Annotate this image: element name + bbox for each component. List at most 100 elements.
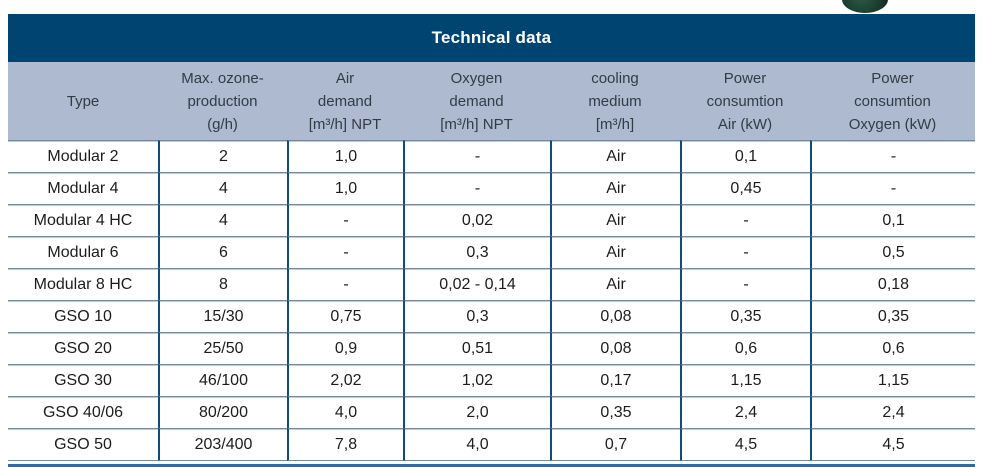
table-cell: - (287, 268, 403, 300)
table-cell: 2,4 (810, 396, 975, 428)
table-cell: - (403, 140, 550, 172)
table-cell: 7,8 (287, 428, 403, 461)
table-cell: Air (550, 140, 680, 172)
table-cell: 0,5 (810, 236, 975, 268)
table-cell: Air (550, 204, 680, 236)
table-row: Modular 6 6-0,3 Air -0,5 (8, 236, 975, 268)
table-cell: 0,1 (810, 204, 975, 236)
table-cell: 8 (158, 268, 287, 300)
table-row: GSO 10 15/30 0,75 0,3 0,08 0,35 0,35 (8, 300, 975, 332)
table-cell: Modular 4 (8, 172, 158, 204)
table-cell: 1,0 (287, 140, 403, 172)
table-cell: 0,35 (810, 300, 975, 332)
table-cell: 4 (158, 204, 287, 236)
table-cell: 0,7 (550, 428, 680, 461)
header-cell-line: medium (588, 92, 642, 110)
header-cell-line: Oxygen (kW) (848, 115, 937, 133)
table-row: GSO 40/06 80/200 4,0 2,0 0,35 2,4 2,4 (8, 396, 975, 428)
table-cell: 4,5 (810, 428, 975, 461)
table-cell: 4 (158, 172, 287, 204)
table-cell: - (287, 236, 403, 268)
table-cell: GSO 30 (8, 364, 158, 396)
header-cell: Power consumtion Oxygen (kW) (810, 62, 975, 140)
header-cell-line: Power (871, 69, 914, 87)
table-row: GSO 20 25/50 0,9 0,51 0,08 0,6 0,6 (8, 332, 975, 364)
table-cell: GSO 20 (8, 332, 158, 364)
table-cell: 0,45 (680, 172, 810, 204)
table-title-bar: Technical data (8, 14, 975, 62)
table-cell: 6 (158, 236, 287, 268)
table-cell: 80/200 (158, 396, 287, 428)
header-cell-line: Oxygen (450, 69, 503, 87)
header-cell-line: Air (kW) (717, 115, 773, 133)
header-cell: Air demand [m³/h] NPT (287, 62, 403, 140)
table-cell: Air (550, 268, 680, 300)
table-row: GSO 50 203/400 7,8 4,0 0,7 4,5 4,5 (8, 428, 975, 461)
table-cell: 4,5 (680, 428, 810, 461)
table-cell: - (810, 172, 975, 204)
table-row: Modular 4 HC 4-0,02 Air -0,1 (8, 204, 975, 236)
table-cell: 0,6 (680, 332, 810, 364)
table-cell: 2 (158, 140, 287, 172)
table-cell: - (287, 204, 403, 236)
header-cell: Max. ozone-production (g/h) (158, 62, 287, 140)
table-title: Technical data (431, 28, 552, 47)
header-cell-line: consumtion (854, 92, 931, 110)
header-cell-line: [m³/h] NPT (440, 115, 513, 133)
header-cell: Type (8, 62, 158, 140)
header-cell-line: demand (317, 92, 373, 110)
table-cell: 4,0 (403, 428, 550, 461)
table-cell: - (680, 236, 810, 268)
table-cell: 1,02 (403, 364, 550, 396)
table-row: Modular 4 4 1,0- Air 0,45- (8, 172, 975, 204)
header-cell-line: consumtion (706, 92, 784, 110)
table-cell: Air (550, 236, 680, 268)
table-cell: 25/50 (158, 332, 287, 364)
table-cell: 0,1 (680, 140, 810, 172)
table-cell: GSO 40/06 (8, 396, 158, 428)
table-cell: 0,17 (550, 364, 680, 396)
table-cell: 0,9 (287, 332, 403, 364)
header-cell-line: production (187, 92, 258, 110)
table-cell: 0,75 (287, 300, 403, 332)
header-cell: cooling medium [m³/h] (550, 62, 680, 140)
technical-data-table: Type Max. ozone-production (g/h) Air demand [… (8, 62, 975, 461)
header-cell-line: [m³/h] NPT (308, 115, 382, 133)
table-cell: 0,35 (550, 396, 680, 428)
table-cell: 46/100 (158, 364, 287, 396)
table-cell: 203/400 (158, 428, 287, 461)
table-row: Modular 2 2 1,0- Air 0,1- (8, 140, 975, 172)
header-cell-line: [m³/h] (595, 115, 635, 133)
table-cell: 0,02 - 0,14 (403, 268, 550, 300)
header-row: Type Max. ozone-production (g/h) Air demand [… (8, 62, 975, 140)
table-cell: 1,15 (680, 364, 810, 396)
table-cell: 15/30 (158, 300, 287, 332)
table-cell: Air (550, 172, 680, 204)
header-cell: Oxygen demand [m³/h] NPT (403, 62, 550, 140)
green-sphere-icon (842, 0, 888, 13)
table-row: GSO 30 46/100 2,02 1,02 0,17 1,15 1,15 (8, 364, 975, 396)
table-cell: 2,02 (287, 364, 403, 396)
header-cell-line: Type (66, 92, 100, 110)
header-cell-line: Max. ozone- (181, 69, 264, 87)
table-cell: - (403, 172, 550, 204)
green-sphere-decor (842, 0, 888, 13)
table-body: Modular 2 2 1,0- Air 0,1- Modular 4 4 1,0- Air 0,… (8, 140, 975, 461)
table-cell: GSO 10 (8, 300, 158, 332)
table-cell: 0,18 (810, 268, 975, 300)
table-cell: 1,15 (810, 364, 975, 396)
table-cell: Modular 6 (8, 236, 158, 268)
header-cell: Power consumtion Air (kW) (680, 62, 810, 140)
header-cell-line: Air (335, 69, 355, 87)
table-cell: Modular 2 (8, 140, 158, 172)
table-cell: Modular 8 HC (8, 268, 158, 300)
table-header: Type Max. ozone-production (g/h) Air demand [… (8, 62, 975, 140)
header-cell-line: demand (449, 92, 504, 110)
table-cell: 2,4 (680, 396, 810, 428)
technical-data-sheet: Technical data Type Max. ozone-production… (8, 14, 975, 467)
table-cell: GSO 50 (8, 428, 158, 461)
table-cell: 0,3 (403, 236, 550, 268)
table-cell: - (680, 204, 810, 236)
table-cell: 0,02 (403, 204, 550, 236)
header-cell-line: (g/h) (207, 115, 238, 133)
